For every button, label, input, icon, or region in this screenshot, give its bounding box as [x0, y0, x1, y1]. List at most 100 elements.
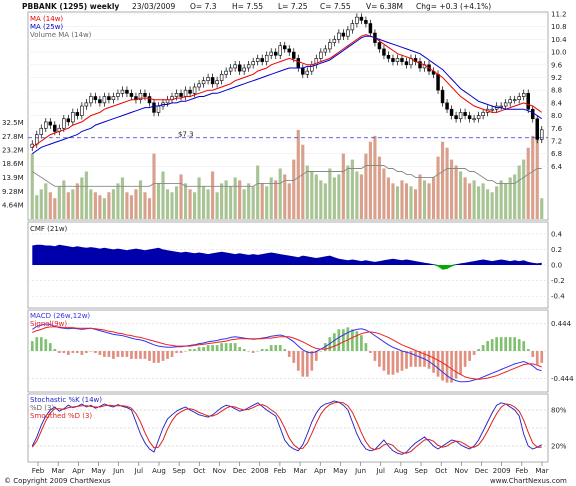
volume-bar [229, 186, 233, 219]
volume-bar [197, 177, 201, 219]
volume-bar [337, 174, 341, 219]
macd-histogram-bar [143, 351, 147, 359]
macd-histogram-bar [89, 351, 93, 352]
volume-bar [440, 141, 445, 219]
macd-histogram-bar [215, 345, 219, 351]
candle-body [386, 54, 391, 59]
macd-histogram-bar [436, 351, 440, 377]
candle-body [93, 96, 98, 100]
price-tick-label: 8.4 [551, 99, 563, 107]
macd-tick-label: -0.444 [551, 375, 574, 383]
volume-bar [531, 135, 535, 219]
x-axis-label: Sep [414, 467, 428, 475]
macd-histogram-bar [206, 345, 210, 351]
volume-bar [346, 165, 350, 219]
x-axis-label: Nov [455, 467, 469, 475]
volume-bar [328, 168, 332, 219]
candle-body [89, 96, 93, 104]
macd-histogram-bar [98, 351, 102, 355]
candle-body [350, 23, 355, 31]
volume-bar [526, 147, 530, 219]
macd-histogram-bar [441, 351, 444, 381]
cmf-tick-label: -0.4 [551, 293, 565, 301]
macd-histogram-bar [504, 337, 508, 351]
candle-body [62, 118, 66, 129]
x-axis-label: Aug [152, 467, 166, 475]
x-axis-label: Apr [72, 467, 84, 475]
candle-body [278, 45, 282, 56]
candle-body [80, 105, 84, 116]
macd-histogram-bar [233, 343, 237, 351]
candle-body [377, 42, 382, 50]
macd-histogram-bar [224, 343, 228, 351]
candle-body [445, 102, 449, 110]
candle-body [418, 61, 422, 69]
header-open: O= 7.3 [190, 2, 217, 11]
candle-body [319, 51, 323, 59]
macd-histogram-bar [382, 351, 386, 371]
volume-bar [350, 159, 354, 219]
macd-histogram-bar [490, 339, 494, 351]
candle-body [499, 105, 503, 108]
x-axis-label: Mar [52, 467, 65, 475]
macd-histogram-bar [188, 349, 192, 351]
macd-histogram-bar [175, 351, 178, 353]
x-axis-label: Jul [375, 467, 385, 475]
macd-histogram-bar [193, 349, 196, 351]
macd-histogram-bar [71, 351, 75, 353]
volume-bar [341, 153, 345, 219]
candle-body [260, 58, 264, 62]
volume-bar [274, 180, 278, 219]
candle-body [508, 99, 512, 104]
cmf-tick-label: 0.4 [551, 230, 563, 238]
volume-bar [305, 165, 309, 219]
macd-histogram-bar [418, 351, 422, 367]
volume-tick-label: 27.8M [2, 133, 24, 141]
volume-bar [84, 171, 88, 219]
macd-histogram-bar [125, 351, 129, 357]
macd-histogram-bar [495, 337, 499, 351]
macd-histogram-bar [531, 351, 535, 357]
x-axis-label: Oct [435, 467, 447, 475]
macd-line [32, 323, 542, 383]
volume-bar [66, 192, 70, 219]
volume-bar [269, 177, 273, 219]
x-axis-label: 2008 [251, 467, 269, 475]
candle-body [269, 51, 273, 56]
candle-body [75, 112, 80, 116]
macd-histogram-bar [30, 341, 34, 351]
signal-line [32, 326, 542, 380]
volume-bar [368, 141, 372, 219]
candle-body [246, 64, 251, 69]
volume-bar [174, 186, 179, 219]
macd-histogram-bar [409, 351, 413, 367]
price-tick-label: 9.2 [551, 74, 562, 82]
candle-body [53, 124, 57, 132]
volume-bar [382, 168, 386, 219]
volume-bar [80, 177, 84, 219]
candle-body [156, 105, 161, 113]
volume-bar [436, 156, 440, 219]
macd-histogram-bar [432, 351, 435, 373]
header-close: C= 7.55 [320, 2, 351, 11]
macd-histogram-bar [405, 351, 408, 369]
header-high: H= 7.55 [232, 2, 263, 11]
volume-bar [102, 198, 106, 219]
macd-histogram-bar [152, 351, 156, 363]
volume-bar [215, 192, 219, 219]
volume-bar [463, 177, 467, 219]
price-tick-label: 10.4 [551, 36, 567, 44]
candle-body [206, 77, 210, 81]
macd-histogram-bar [351, 329, 354, 351]
candle-body [283, 45, 287, 50]
candle-body [332, 39, 337, 43]
macd-histogram-bar [112, 351, 115, 359]
macd-histogram-bar [229, 343, 232, 351]
volume-bar [138, 180, 143, 219]
legend-ma25: MA (25w) [30, 23, 63, 31]
candle-body [521, 93, 526, 97]
macd-histogram-bar [540, 351, 544, 363]
volume-bar [44, 183, 48, 219]
volume-tick-label: 13.9M [2, 174, 24, 182]
